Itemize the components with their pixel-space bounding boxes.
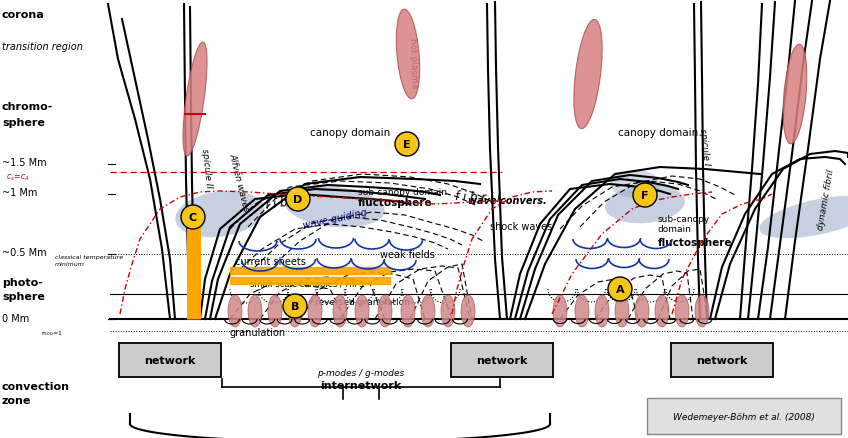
Ellipse shape [615,295,629,327]
Ellipse shape [605,185,685,224]
Circle shape [286,187,310,212]
FancyBboxPatch shape [451,343,553,377]
Ellipse shape [378,295,392,327]
Ellipse shape [759,196,848,239]
Ellipse shape [176,191,265,237]
Ellipse shape [183,43,207,157]
Ellipse shape [285,187,385,228]
Text: ~1.5 Mm: ~1.5 Mm [2,158,47,168]
Text: internetwork: internetwork [321,380,402,390]
Ellipse shape [655,295,669,327]
Text: convection: convection [2,381,70,391]
FancyBboxPatch shape [671,343,773,377]
Text: zone: zone [2,395,31,405]
Circle shape [395,133,419,157]
Ellipse shape [288,295,302,327]
Text: current sheets: current sheets [235,256,306,266]
Text: Alfvén waves: Alfvén waves [228,152,251,212]
Text: F: F [641,191,649,201]
Circle shape [608,277,632,301]
Text: sphere: sphere [2,118,45,128]
Ellipse shape [355,295,369,327]
Text: $c_s\!=\!c_A$: $c_s\!=\!c_A$ [6,173,30,183]
FancyBboxPatch shape [647,398,841,434]
Text: hot plasma: hot plasma [408,38,418,88]
Text: C: C [189,212,197,223]
Text: spicule II: spicule II [200,148,213,188]
Text: Wedemeyer-Böhm et al. (2008): Wedemeyer-Böhm et al. (2008) [673,413,815,421]
Text: corona: corona [2,10,45,20]
Ellipse shape [610,171,660,198]
Ellipse shape [248,295,262,327]
Text: fluctosphere: fluctosphere [358,198,432,208]
Text: wave guiding: wave guiding [302,208,368,231]
Text: classical temperature: classical temperature [55,254,123,259]
Text: sub-canopy
domain: sub-canopy domain [658,215,711,234]
Text: chromо-: chromо- [2,102,53,112]
Text: transition region: transition region [2,42,83,52]
Text: D: D [293,194,303,205]
Text: minimum: minimum [55,261,85,266]
Text: dynamic fibril: dynamic fibril [817,169,836,230]
Text: wave convers.: wave convers. [468,195,547,205]
Text: small-scale canopies / HIFs: small-scale canopies / HIFs [250,279,364,288]
Text: E: E [403,140,410,150]
Ellipse shape [268,295,282,327]
Text: network: network [477,355,527,365]
Text: granulation: granulation [230,327,286,337]
Ellipse shape [575,295,589,327]
Text: network: network [696,355,748,365]
Ellipse shape [396,10,420,99]
Text: A: A [616,284,624,294]
Ellipse shape [308,295,322,327]
Text: 0 Mm: 0 Mm [2,313,29,323]
Text: weak fields: weak fields [380,249,435,259]
Ellipse shape [635,295,649,327]
Ellipse shape [461,295,475,327]
Text: f i b r i l: f i b r i l [265,193,311,212]
Text: spicule I: spicule I [698,128,711,166]
Text: canopy domain: canopy domain [310,128,390,138]
Text: ~1 Mm: ~1 Mm [2,187,37,198]
Text: fluctosphere: fluctosphere [658,237,733,247]
Ellipse shape [421,295,435,327]
FancyBboxPatch shape [119,343,221,377]
Text: sub-canopy domain: sub-canopy domain [358,187,447,197]
Circle shape [283,294,307,318]
Ellipse shape [784,45,806,145]
Ellipse shape [595,295,609,327]
Text: reversed granulation: reversed granulation [315,297,410,306]
Text: ~0.5 Mm: ~0.5 Mm [2,247,47,258]
Ellipse shape [228,295,242,327]
Text: canopy domain: canopy domain [618,128,698,138]
Circle shape [633,184,657,208]
Text: f i b r i l: f i b r i l [455,190,500,205]
Text: $\tau_{500}\!=\!1$: $\tau_{500}\!=\!1$ [40,328,64,337]
Circle shape [181,205,205,230]
Text: network: network [144,355,196,365]
Ellipse shape [401,295,415,327]
Text: B: B [291,301,299,311]
Ellipse shape [553,295,567,327]
Text: photo-: photo- [2,277,43,287]
Text: shock waves: shock waves [490,222,552,231]
Ellipse shape [695,295,709,327]
Ellipse shape [574,20,602,129]
Text: sphere: sphere [2,291,45,301]
Ellipse shape [333,295,347,327]
Ellipse shape [675,295,689,327]
Text: p-modes / g-modes: p-modes / g-modes [317,368,404,377]
Ellipse shape [441,295,455,327]
